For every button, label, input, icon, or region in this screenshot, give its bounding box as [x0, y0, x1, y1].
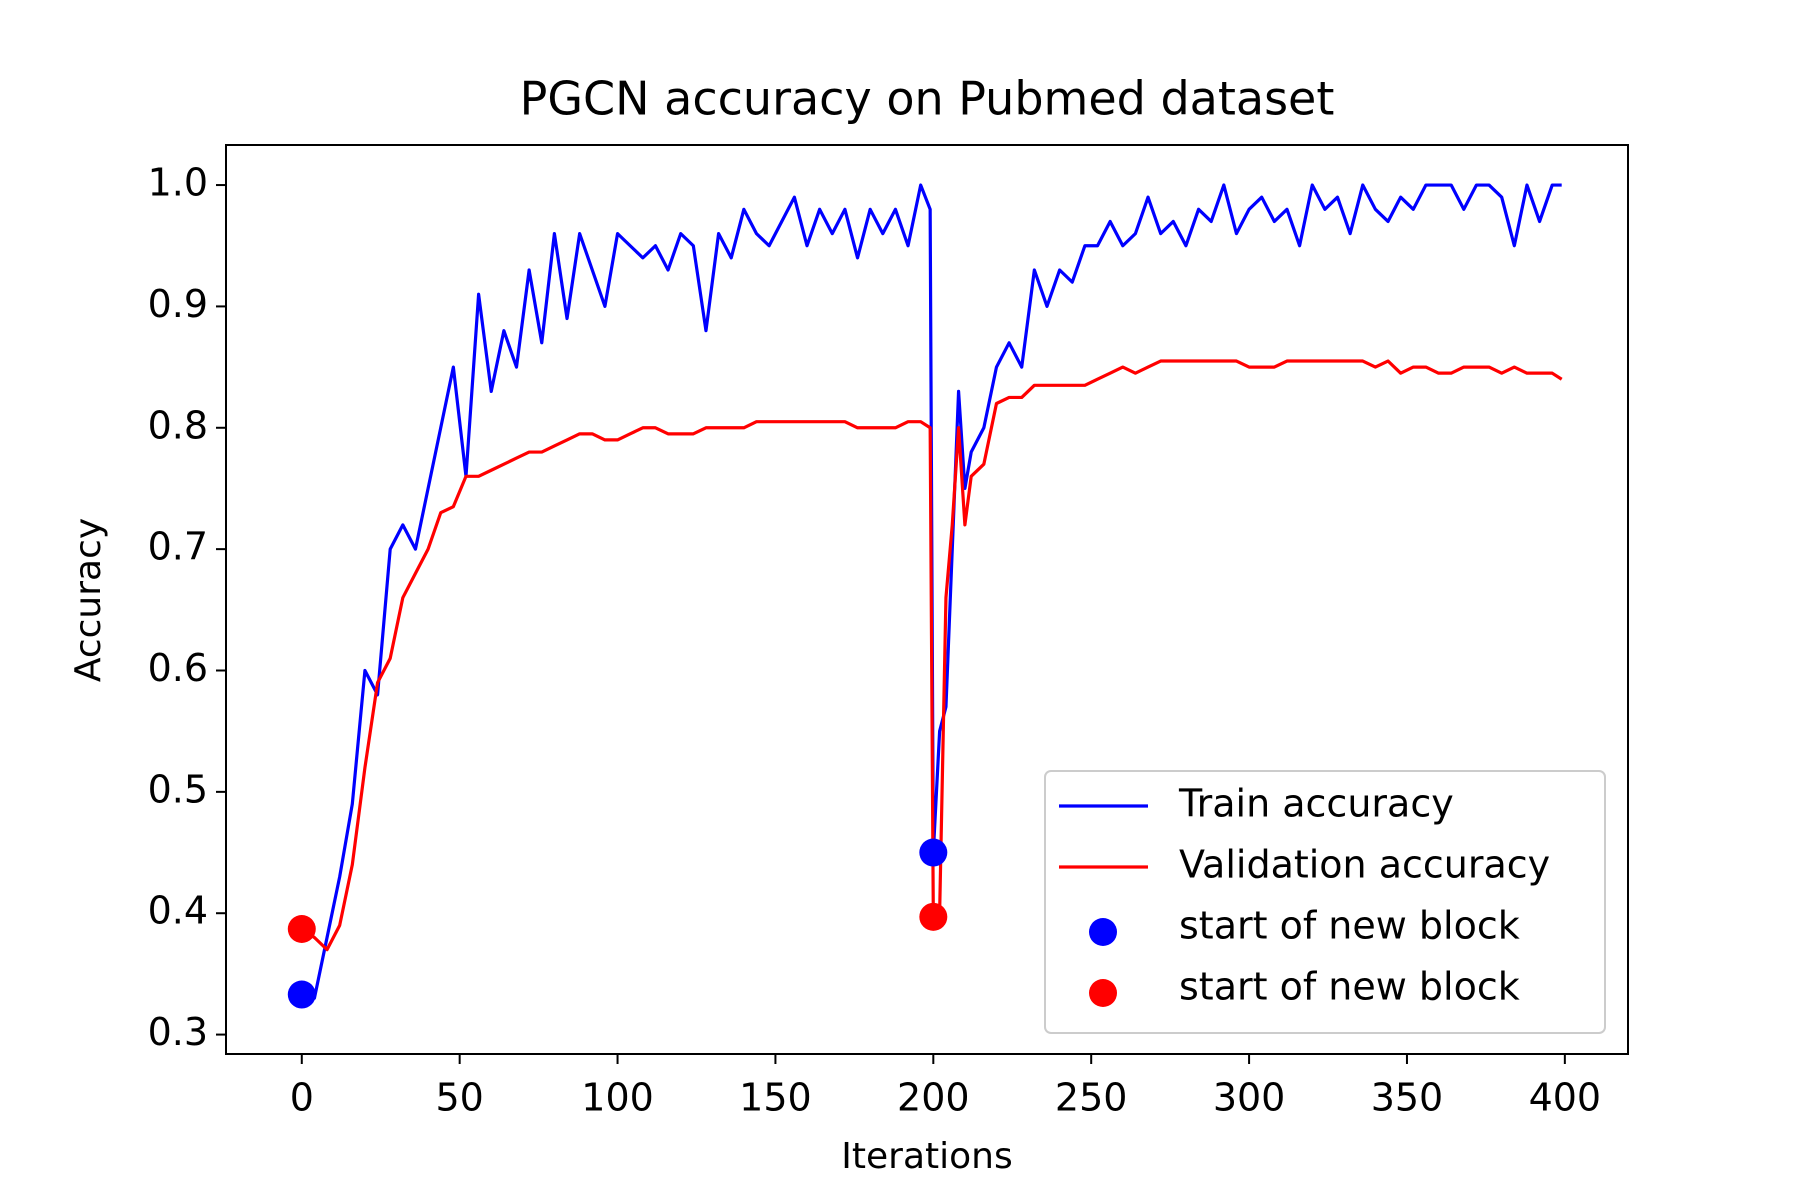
x-tick-label: 100 [581, 1076, 654, 1120]
x-tick-label: 350 [1371, 1076, 1444, 1120]
legend-box [1044, 770, 1606, 1034]
legend-swatch [1089, 979, 1117, 1007]
data-point [287, 914, 316, 943]
plot-frame [225, 144, 1629, 1055]
legend-label: start of new block [1179, 965, 1520, 1009]
data-point [287, 980, 316, 1009]
x-tick-label: 300 [1213, 1076, 1286, 1120]
x-tick-label: 50 [435, 1076, 483, 1120]
y-tick-label: 0.7 [148, 525, 208, 569]
legend-swatch [1089, 918, 1117, 946]
x-tick-label: 200 [897, 1076, 970, 1120]
y-tick-label: 0.4 [148, 889, 208, 933]
x-tick-label: 400 [1529, 1076, 1602, 1120]
y-tick-label: 0.6 [148, 646, 208, 690]
y-tick-label: 1.0 [148, 161, 208, 205]
data-line [301, 183, 1562, 1000]
chart-title: PGCN accuracy on Pubmed dataset [520, 72, 1335, 126]
x-tick-label: 250 [1055, 1076, 1128, 1120]
data-point [919, 838, 948, 867]
x-tick-label: 0 [290, 1076, 314, 1120]
x-axis-label: Iterations [841, 1136, 1012, 1177]
legend-label: Validation accuracy [1179, 843, 1550, 887]
y-tick-label: 0.9 [148, 282, 208, 326]
x-tick-label: 150 [739, 1076, 812, 1120]
y-axis-label: Accuracy [68, 518, 109, 682]
y-tick-label: 0.3 [148, 1010, 208, 1054]
legend-label: Train accuracy [1178, 782, 1454, 826]
y-tick-label: 0.5 [148, 767, 208, 811]
y-tick-label: 0.8 [148, 403, 208, 447]
data-point [919, 902, 948, 931]
legend-label: start of new block [1179, 904, 1520, 948]
